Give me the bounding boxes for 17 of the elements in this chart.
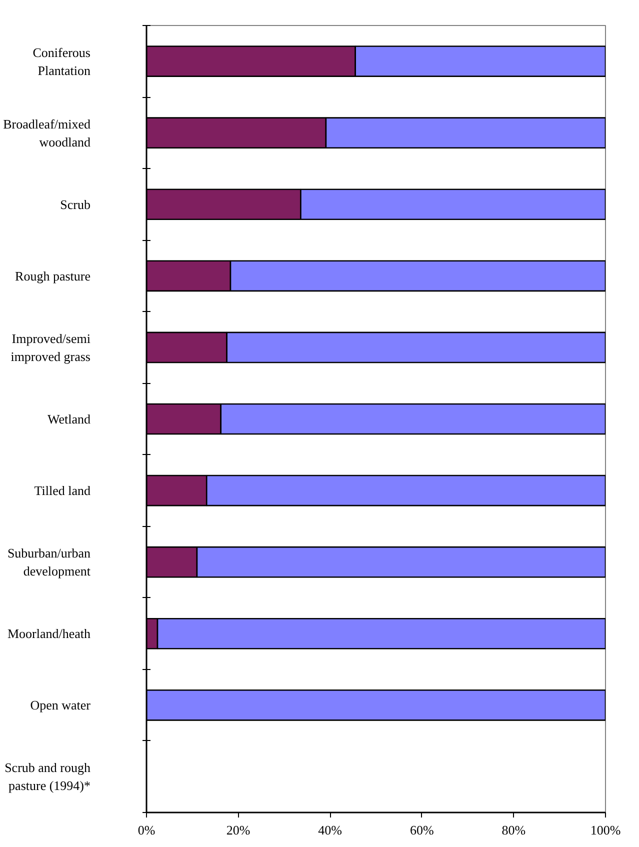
y-tick-label: Improved/semi improved grass bbox=[10, 330, 91, 364]
x-tick-label: 100% bbox=[590, 822, 621, 838]
y-tick-label: Open water bbox=[30, 698, 92, 713]
y-tick-label: Suburban/urban development bbox=[7, 546, 91, 579]
x-tick-label: 0% bbox=[138, 822, 156, 838]
x-tick-label: 80% bbox=[502, 822, 526, 838]
y-tick-label: Scrub bbox=[60, 196, 91, 212]
x-tick-label: 20% bbox=[226, 822, 250, 838]
y-tick-label: Wetland bbox=[48, 412, 91, 426]
y-tick-label: Coniferous Plantation bbox=[32, 44, 91, 78]
y-tick-label: Scrub and rough pasture (1994)* bbox=[4, 760, 91, 794]
y-tick-label: Broadleaf/mixed woodland bbox=[3, 116, 91, 150]
y-tick-label: Rough pasture bbox=[15, 268, 91, 284]
y-tick-label: Tilled land bbox=[34, 483, 91, 498]
y-tick-label: Moorland/heath bbox=[7, 626, 91, 642]
x-tick-label: 40% bbox=[318, 822, 342, 838]
x-tick-label: 60% bbox=[410, 822, 434, 838]
